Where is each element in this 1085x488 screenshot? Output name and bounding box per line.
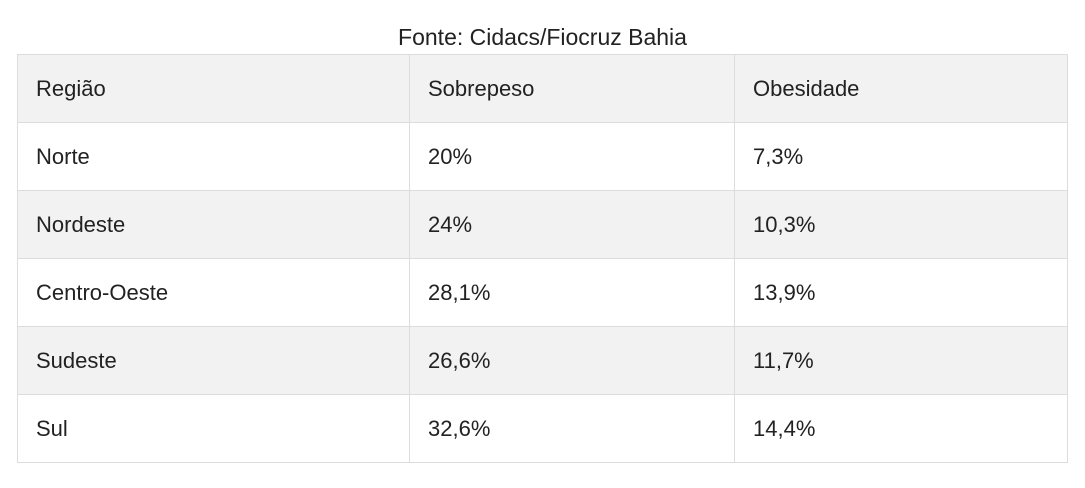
cell-regiao: Norte: [17, 122, 410, 191]
column-header-obesidade: Obesidade: [734, 54, 1068, 123]
cell-regiao: Sudeste: [17, 326, 410, 395]
table-row: Centro-Oeste 28,1% 13,9%: [17, 258, 1068, 327]
table-row: Sudeste 26,6% 11,7%: [17, 326, 1068, 395]
table-row: Sul 32,6% 14,4%: [17, 394, 1068, 463]
cell-sobrepeso: 26,6%: [409, 326, 735, 395]
table-header-row: Região Sobrepeso Obesidade: [17, 54, 1068, 123]
cell-obesidade: 14,4%: [734, 394, 1068, 463]
cell-sobrepeso: 20%: [409, 122, 735, 191]
cell-sobrepeso: 32,6%: [409, 394, 735, 463]
cell-regiao: Nordeste: [17, 190, 410, 259]
table-row: Nordeste 24% 10,3%: [17, 190, 1068, 259]
cell-sobrepeso: 28,1%: [409, 258, 735, 327]
data-table: Região Sobrepeso Obesidade Norte 20% 7,3…: [17, 54, 1068, 463]
cell-obesidade: 7,3%: [734, 122, 1068, 191]
cell-regiao: Centro-Oeste: [17, 258, 410, 327]
table-row: Norte 20% 7,3%: [17, 122, 1068, 191]
table-caption: Fonte: Cidacs/Fiocruz Bahia: [398, 24, 687, 50]
cell-obesidade: 10,3%: [734, 190, 1068, 259]
cell-sobrepeso: 24%: [409, 190, 735, 259]
cell-regiao: Sul: [17, 394, 410, 463]
column-header-sobrepeso: Sobrepeso: [409, 54, 735, 123]
cell-obesidade: 13,9%: [734, 258, 1068, 327]
cell-obesidade: 11,7%: [734, 326, 1068, 395]
column-header-regiao: Região: [17, 54, 410, 123]
